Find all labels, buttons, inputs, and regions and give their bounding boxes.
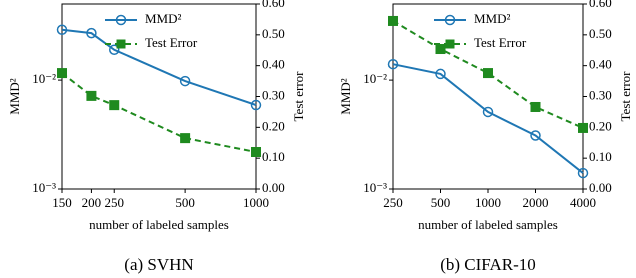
legend-label: Test Error (145, 35, 198, 50)
y2-tick-label: 0.60 (589, 0, 612, 10)
x-tick-label: 500 (175, 195, 195, 210)
series-line (392, 63, 584, 174)
y2-tick-label: 0.10 (589, 149, 612, 164)
legend-label: MMD² (145, 11, 182, 26)
y-tick-label: 10⁻² (363, 71, 387, 86)
data-point (387, 58, 399, 70)
y2-tick-label: 0.50 (589, 26, 612, 41)
x-tick-label: 500 (431, 195, 451, 210)
series-line (61, 72, 257, 153)
legend-marker (445, 39, 455, 49)
y2-tick-label: 0.50 (262, 26, 285, 41)
y2-tick-label: 0.60 (262, 0, 285, 10)
legend-marker (116, 39, 126, 49)
y2-tick-label: 0.30 (589, 87, 612, 102)
data-point (251, 147, 261, 157)
data-point (86, 27, 97, 39)
legend-label: MMD² (474, 11, 511, 26)
y2-tick-label: 0.00 (589, 180, 612, 195)
data-point (108, 44, 120, 56)
plot-frame (392, 3, 584, 190)
data-point (530, 101, 541, 112)
data-point (530, 130, 541, 141)
data-point (179, 75, 191, 87)
x-tick-label: 1000 (243, 195, 269, 210)
x-tick-label: 2000 (523, 195, 549, 210)
y2-tick-label: 0.40 (589, 57, 612, 72)
data-point (435, 68, 446, 80)
data-point (578, 122, 588, 133)
x-tick-label: 250 (383, 195, 403, 210)
data-point (435, 44, 446, 55)
y2-tick-label: 0.30 (262, 87, 285, 102)
data-point (483, 68, 493, 79)
data-point (250, 99, 262, 111)
caption: (a) SVHN (124, 255, 193, 274)
data-point (109, 100, 120, 111)
y-tick-label: 10⁻³ (363, 180, 387, 195)
y2-tick-label: 0.20 (589, 118, 612, 133)
y-tick-label: 10⁻³ (32, 180, 56, 195)
chart: 150 200 250 500 1000 10⁻³ 10⁻² 0.00 0.10 0.20 0.30… (7, 0, 306, 274)
chart: 250 500 1000 2000 4000 10⁻³ 10⁻² 0.00 0.10 0.20 0.… (338, 0, 633, 274)
y-axis-label: MMD² (7, 78, 22, 115)
y2-axis-label: Test error (291, 71, 306, 122)
data-point (388, 15, 398, 26)
data-point (56, 24, 68, 36)
y2-tick-label: 0.10 (262, 149, 285, 164)
x-tick-label: 200 (82, 195, 102, 210)
series-line (61, 28, 257, 107)
x-tick-label: 1000 (475, 195, 501, 210)
x-tick-label: 4000 (570, 195, 596, 210)
legend-label: Test Error (474, 35, 527, 50)
y2-axis-label: Test error (618, 71, 633, 122)
y2-tick-label: 0.40 (262, 57, 285, 72)
x-tick-label: 250 (104, 195, 124, 210)
y-tick-label: 10⁻² (32, 71, 56, 86)
x-tick-label: 150 (52, 195, 72, 210)
y-axis-label: MMD² (338, 78, 353, 115)
caption: (b) CIFAR-10 (440, 255, 536, 274)
data-point (57, 68, 67, 79)
y2-tick-label: 0.00 (262, 180, 285, 195)
data-point (577, 167, 589, 179)
x-axis-label: number of labeled samples (418, 217, 558, 232)
data-point (482, 106, 494, 118)
x-axis-label: number of labeled samples (89, 217, 229, 232)
series-line (392, 20, 584, 129)
y2-tick-label: 0.20 (262, 118, 285, 133)
legend-marker (444, 14, 456, 26)
data-point (86, 90, 97, 101)
data-point (180, 133, 191, 144)
legend-marker (115, 14, 127, 26)
